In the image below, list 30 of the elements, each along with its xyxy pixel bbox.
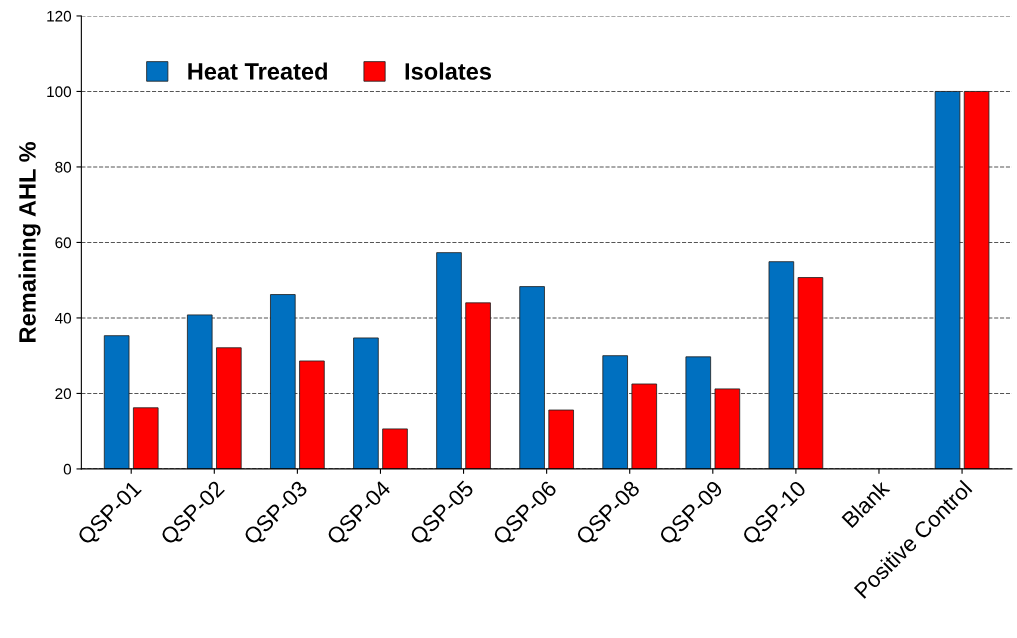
bar (186, 314, 213, 469)
bar (685, 356, 712, 469)
bar (631, 383, 658, 469)
y-tick-label: 60 (55, 237, 72, 249)
bar (382, 428, 408, 469)
y-tick-label: 40 (55, 312, 72, 324)
y-tick-label: 80 (55, 161, 72, 173)
bar (602, 355, 628, 469)
bar (270, 294, 296, 469)
y-tick-label: 120 (47, 10, 72, 22)
legend-label: Heat Treated (188, 62, 327, 80)
bar (216, 347, 242, 469)
y-tick-label: 20 (55, 388, 72, 400)
bar (768, 261, 795, 469)
bar (934, 91, 961, 469)
bar (353, 337, 379, 469)
bar (132, 407, 159, 469)
bar (548, 409, 574, 469)
y-tick-label: 0 (63, 463, 72, 475)
y-tick-label: 100 (47, 86, 72, 98)
bar (299, 360, 325, 469)
legend-label: Isolates (405, 62, 492, 80)
bar (519, 286, 545, 469)
bar (963, 91, 990, 469)
bar (436, 252, 462, 469)
bar (103, 335, 130, 469)
bar (465, 302, 491, 469)
bar (797, 277, 824, 469)
bar (714, 388, 741, 469)
y-axis-title: Remaining AHL % (18, 142, 41, 342)
